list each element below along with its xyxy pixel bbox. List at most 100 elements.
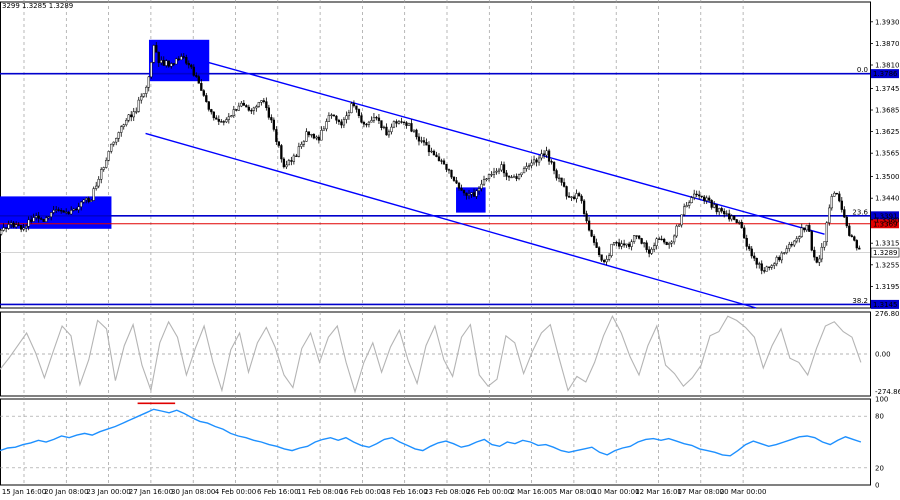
candle-body: [317, 136, 321, 141]
candle-body: [537, 157, 541, 163]
cci-tick-label: -274.865: [875, 388, 900, 396]
candle-body: [587, 220, 591, 231]
candle-body: [683, 206, 686, 216]
price-marker-tag: [871, 219, 899, 229]
candle-body: [282, 158, 286, 168]
candle-body: [680, 214, 683, 226]
candle-body: [472, 192, 476, 197]
candle-body: [187, 63, 190, 66]
candle-body: [397, 121, 401, 124]
x-tick-label: 16 Feb 00:00: [339, 488, 385, 496]
candle-body: [460, 188, 463, 191]
candle-body: [703, 196, 706, 201]
candle-body: [300, 144, 303, 147]
candle-body: [632, 235, 636, 242]
candle-body: [245, 105, 248, 108]
candle-body: [227, 116, 230, 120]
candle-body: [9, 222, 13, 225]
y-tick-label: 1.3870: [875, 40, 900, 48]
candle-body: [325, 121, 328, 130]
y-tick-label: 1.3380: [875, 216, 900, 224]
cci-tick-label: 0.00: [875, 351, 891, 359]
candle-body: [117, 132, 120, 139]
candle-body: [50, 212, 53, 218]
candle-body: [165, 60, 168, 66]
candle-body: [565, 186, 568, 197]
candle-body: [382, 126, 386, 129]
candle-body: [475, 190, 478, 197]
candle-body: [25, 226, 28, 229]
candle-body: [655, 238, 658, 246]
candle-body: [360, 115, 363, 123]
candle-body: [560, 177, 563, 183]
candle-body: [202, 90, 205, 96]
candle-body: [515, 176, 518, 179]
candle-body: [597, 247, 601, 256]
fib-level-label: 38.2: [852, 297, 868, 305]
candle-body: [132, 111, 135, 118]
x-tick-label: 4 Feb 00:00: [215, 488, 256, 496]
candle-body: [22, 227, 25, 230]
candle-body: [250, 110, 253, 112]
candle-body: [715, 204, 718, 213]
candle-body: [813, 249, 816, 258]
y-tick-label: 1.3315: [875, 240, 900, 248]
candle-body: [377, 117, 381, 121]
candle-body: [345, 115, 348, 120]
candle-body: [182, 56, 185, 58]
candle-body: [545, 150, 548, 156]
x-tick-label: 12 Mar 16:00: [635, 488, 682, 496]
rsi-tick-label: 100: [875, 396, 888, 404]
candle-body: [272, 119, 276, 130]
y-tick-label: 1.3195: [875, 283, 900, 291]
candle-body: [550, 161, 553, 163]
rsi-indicator: 100 80 20 0: [0, 396, 888, 490]
cci-line: [0, 314, 862, 394]
candle-body: [30, 219, 33, 222]
candle-body: [615, 242, 618, 244]
candle-body: [477, 188, 481, 192]
candle-body: [462, 190, 466, 194]
candle-body: [110, 143, 113, 152]
cci-indicator: 276.8074 0.00 -274.865: [0, 310, 900, 396]
ohlc-header: 3299 1.3285 1.3289: [2, 2, 73, 10]
candle-body: [700, 195, 703, 198]
candle-body: [32, 217, 35, 222]
candle-body: [495, 170, 498, 173]
candle-body: [602, 259, 606, 263]
candle-body: [678, 224, 681, 227]
candle-body: [315, 136, 318, 139]
x-tick-label: 30 Jan 08:00: [171, 488, 215, 496]
candle-body: [75, 208, 78, 211]
candle-body: [240, 102, 243, 107]
candle-body: [770, 265, 773, 268]
candle-body: [665, 241, 668, 245]
candle-body: [210, 109, 213, 113]
candle-body: [755, 257, 758, 265]
y-tick-label: 1.3930: [875, 18, 900, 26]
candle-body: [740, 221, 743, 229]
candle-body: [510, 176, 513, 179]
candle-body: [580, 195, 583, 202]
candle-body: [77, 206, 80, 211]
candle-body: [440, 160, 443, 162]
candle-body: [838, 193, 841, 202]
candle-body: [102, 167, 105, 170]
candle-body: [225, 119, 228, 123]
candle-body: [535, 159, 538, 163]
candle-body: [688, 202, 691, 206]
candle-body: [497, 169, 501, 172]
candle-body: [147, 76, 150, 88]
candle-body: [522, 168, 526, 174]
candle-body: [372, 117, 376, 121]
candle-body: [520, 172, 523, 175]
candle-body: [125, 119, 128, 126]
candle-body: [205, 95, 208, 102]
candle-body: [805, 225, 808, 231]
candle-body: [652, 245, 656, 250]
candle-body: [570, 196, 573, 198]
candle-body: [297, 146, 301, 157]
candle-body: [642, 242, 646, 244]
